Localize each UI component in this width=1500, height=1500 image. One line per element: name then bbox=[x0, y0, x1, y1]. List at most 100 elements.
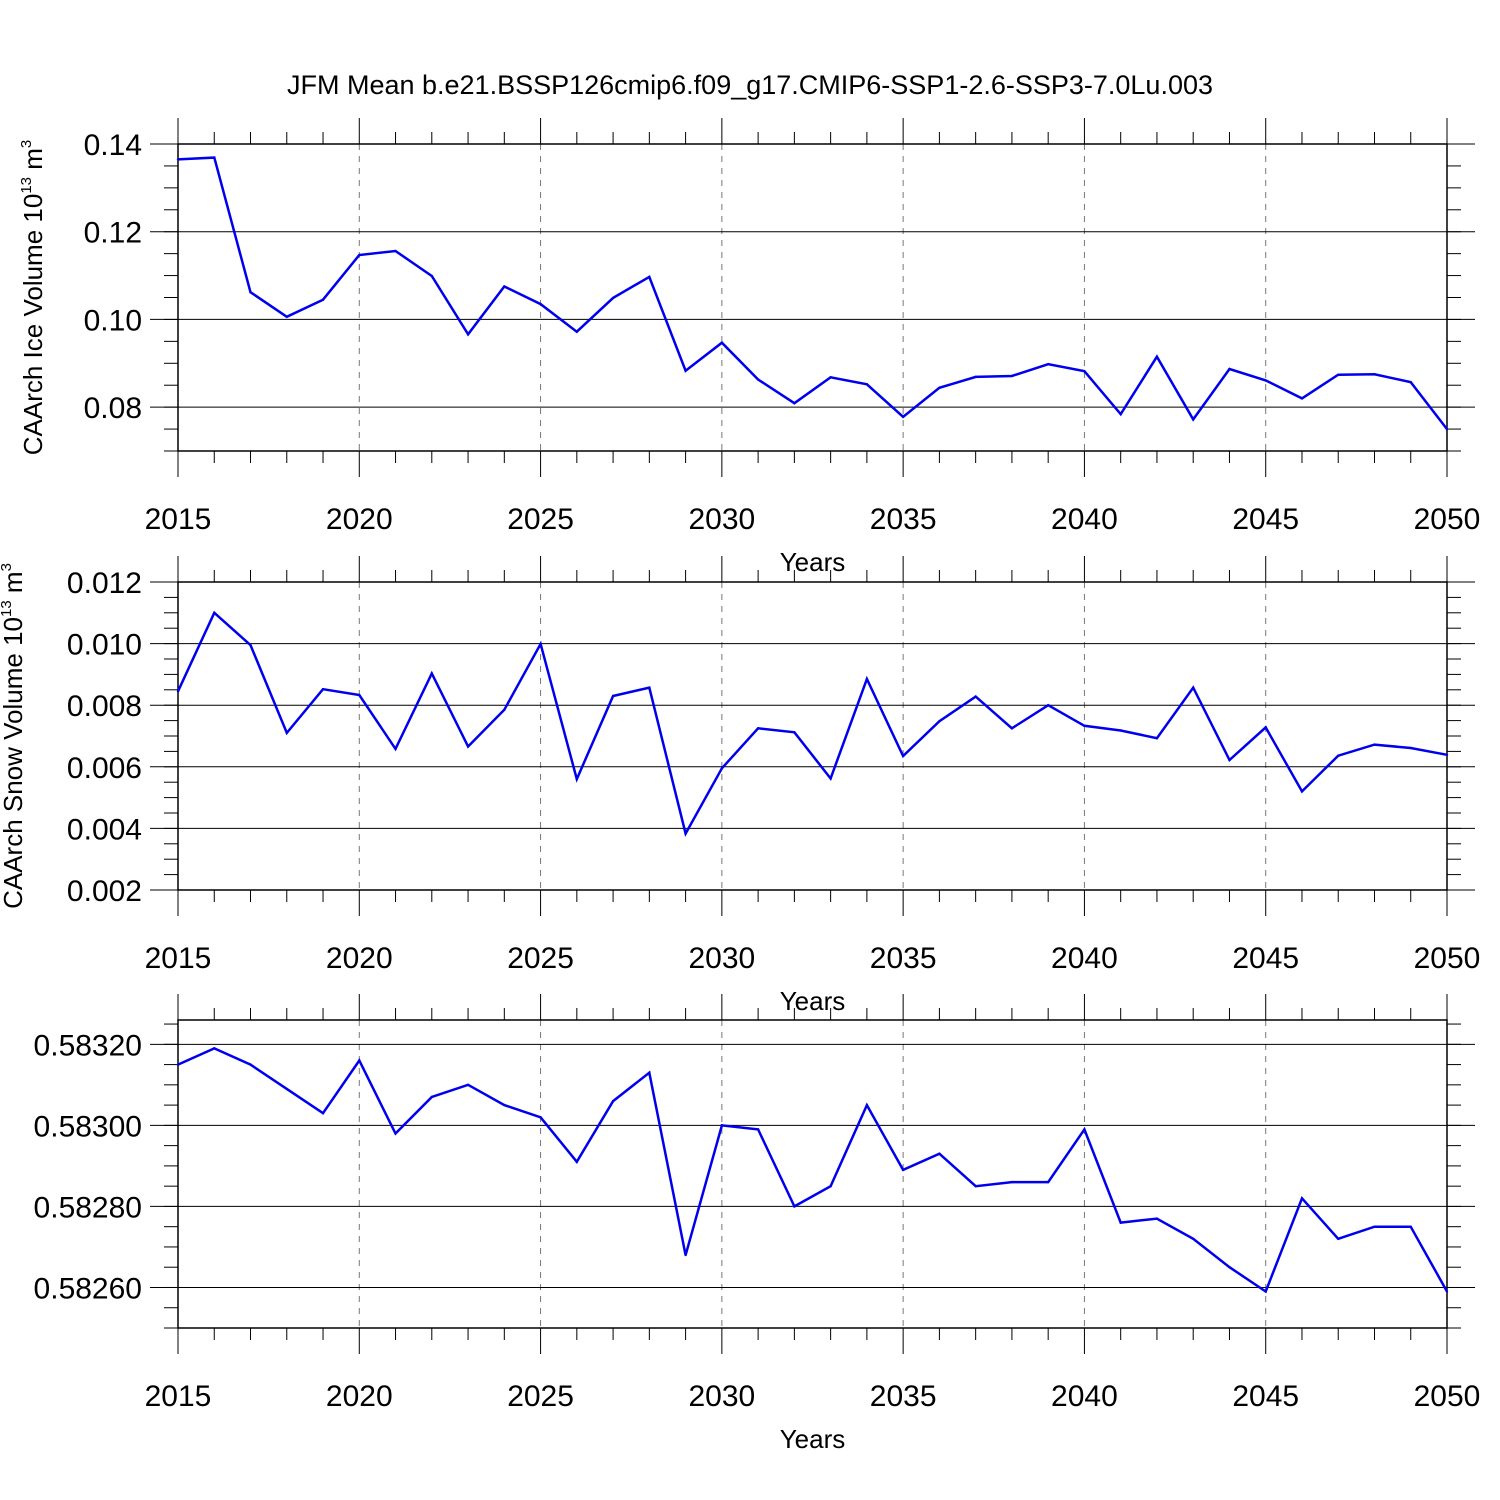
data-point bbox=[321, 1112, 325, 1115]
data-point bbox=[1373, 743, 1376, 746]
plot-frame bbox=[177, 143, 1448, 452]
data-point bbox=[938, 720, 941, 723]
x-axis-label: Years bbox=[780, 986, 846, 1016]
data-point bbox=[1264, 726, 1267, 729]
panel-3: 0.58260 0.58280 0.58300 0.58320 2015 2020 2025… bbox=[34, 994, 1480, 1454]
data-point bbox=[901, 1168, 905, 1172]
y-axis-label: CAArch Snow Volume 1013 m3 bbox=[0, 563, 28, 909]
data-point bbox=[938, 386, 941, 390]
data-point bbox=[394, 249, 397, 253]
panel-1: 0.08 0.10 0.12 0.14 2015 2020 2025 2030 2035 2040… bbox=[18, 118, 1480, 577]
data-point bbox=[1228, 367, 1231, 371]
y-tick-label: 0.58280 bbox=[34, 1191, 142, 1224]
data-point bbox=[1192, 418, 1195, 421]
data-point bbox=[176, 158, 180, 161]
y-tick-label: 0.012 bbox=[67, 567, 142, 600]
panel-2: 0.002 0.004 0.006 0.008 0.010 0.012 2015 2020 20… bbox=[0, 556, 1480, 1016]
x-tick-label: 2045 bbox=[1232, 1380, 1299, 1413]
data-point bbox=[829, 1184, 832, 1188]
x-tick-label: 2035 bbox=[870, 942, 937, 975]
data-point bbox=[285, 1087, 288, 1091]
y-tick-label: 0.14 bbox=[84, 129, 142, 162]
data-point bbox=[756, 378, 760, 381]
data-point bbox=[1119, 729, 1122, 732]
y-tick-label: 0.002 bbox=[67, 875, 142, 908]
y-tick-label: 0.58300 bbox=[34, 1110, 142, 1143]
x-axis-label: Years bbox=[780, 1424, 846, 1454]
data-point bbox=[430, 274, 433, 278]
x-axis-label: Years bbox=[780, 547, 846, 577]
data-point bbox=[539, 1116, 542, 1119]
data-point bbox=[974, 1184, 977, 1188]
data-point bbox=[1264, 379, 1267, 382]
data-point bbox=[720, 767, 724, 770]
data-point bbox=[901, 415, 905, 418]
data-point bbox=[1083, 369, 1086, 373]
data-point bbox=[1010, 1180, 1014, 1184]
data-point bbox=[1119, 1221, 1122, 1224]
data-point bbox=[1046, 1180, 1050, 1184]
data-point bbox=[176, 1063, 180, 1066]
x-tick-label: 2025 bbox=[507, 1380, 574, 1413]
data-point bbox=[503, 1103, 506, 1107]
series-line bbox=[177, 156, 1448, 430]
data-point bbox=[176, 690, 180, 693]
y-tick-label: 0.58260 bbox=[34, 1272, 142, 1305]
chart-title: JFM Mean b.e21.BSSP126cmip6.f09_g17.CMIP… bbox=[286, 70, 1213, 100]
x-tick-label: 2040 bbox=[1051, 942, 1118, 975]
x-tick-label: 2035 bbox=[870, 503, 937, 536]
data-point bbox=[720, 1124, 724, 1127]
series-line bbox=[176, 610, 1448, 837]
y-tick-label: 0.10 bbox=[84, 304, 142, 337]
data-point bbox=[1337, 754, 1340, 757]
data-point bbox=[466, 1083, 470, 1087]
data-point bbox=[1409, 380, 1412, 384]
data-point bbox=[1445, 427, 1449, 431]
data-point bbox=[1445, 753, 1449, 756]
data-point bbox=[648, 1071, 651, 1074]
data-point bbox=[539, 642, 542, 646]
data-point bbox=[865, 1103, 869, 1107]
data-point bbox=[503, 285, 506, 288]
y-tick-label: 0.08 bbox=[84, 392, 142, 425]
data-point bbox=[575, 777, 579, 781]
x-tick-label: 2025 bbox=[507, 942, 574, 975]
data-point bbox=[575, 330, 579, 333]
y-tick-label: 0.12 bbox=[84, 217, 142, 250]
data-point bbox=[1010, 374, 1014, 378]
x-tick-label: 2015 bbox=[145, 503, 212, 536]
data-point bbox=[358, 253, 361, 257]
data-point bbox=[1373, 1225, 1376, 1228]
data-point bbox=[321, 298, 325, 301]
plot-frame bbox=[177, 581, 1448, 891]
data-point bbox=[358, 693, 361, 697]
data-point bbox=[684, 369, 687, 372]
data-point bbox=[539, 302, 542, 306]
data-point bbox=[1409, 1225, 1412, 1228]
x-tick-label: 2045 bbox=[1232, 942, 1299, 975]
data-point bbox=[575, 1160, 579, 1164]
data-point bbox=[793, 401, 796, 405]
data-point bbox=[865, 677, 869, 681]
data-point bbox=[901, 754, 905, 758]
plot-frame bbox=[177, 1019, 1448, 1329]
data-point bbox=[974, 375, 977, 379]
y-axis-label: CAArch Ice Volume 1013 m3 bbox=[18, 140, 48, 456]
data-point bbox=[285, 731, 288, 735]
data-point bbox=[213, 611, 216, 614]
x-tick-label: 2020 bbox=[326, 942, 393, 975]
data-point bbox=[1300, 397, 1304, 400]
y-tick-label: 0.58320 bbox=[34, 1029, 142, 1062]
data-point bbox=[648, 275, 651, 279]
data-point bbox=[394, 1132, 397, 1135]
data-point bbox=[793, 1205, 796, 1208]
data-point bbox=[611, 1099, 615, 1103]
x-tick-label: 2035 bbox=[870, 1380, 937, 1413]
data-point bbox=[430, 672, 433, 675]
data-point bbox=[249, 643, 252, 647]
data-point bbox=[1083, 1128, 1086, 1131]
data-point bbox=[793, 731, 796, 734]
data-point bbox=[1409, 746, 1412, 750]
data-point bbox=[611, 694, 615, 698]
